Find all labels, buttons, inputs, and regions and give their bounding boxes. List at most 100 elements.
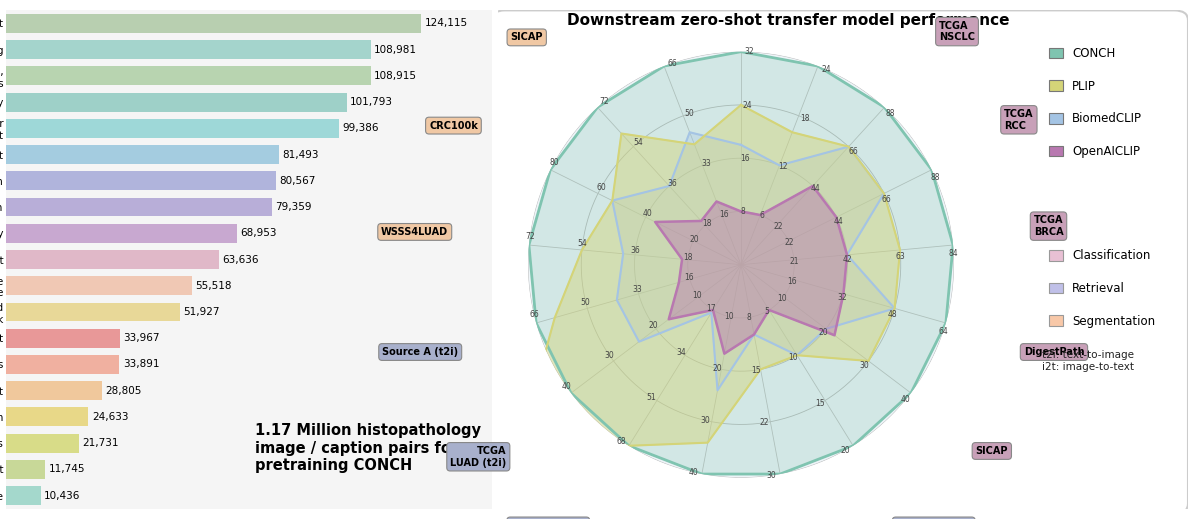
Text: 33: 33 — [632, 285, 642, 294]
Text: 12: 12 — [779, 162, 788, 171]
Text: 28,805: 28,805 — [106, 386, 142, 395]
Legend: Retrieval: Retrieval — [1044, 277, 1130, 300]
Text: SICAP: SICAP — [976, 446, 1008, 456]
Text: CRC100k: CRC100k — [430, 120, 478, 131]
Text: 18: 18 — [684, 253, 692, 262]
Text: 20: 20 — [649, 321, 659, 330]
Text: 50: 50 — [581, 298, 590, 307]
Bar — [6, 224, 236, 243]
Text: 20: 20 — [818, 327, 828, 337]
Bar — [6, 460, 46, 479]
Text: 10: 10 — [778, 294, 787, 303]
Text: 54: 54 — [634, 138, 643, 147]
Text: DigestPath: DigestPath — [1024, 347, 1085, 357]
Text: 50: 50 — [684, 109, 694, 118]
Bar — [6, 119, 338, 138]
Text: WSSS4LUAD: WSSS4LUAD — [382, 227, 449, 237]
Text: 33,891: 33,891 — [122, 359, 160, 370]
Bar — [6, 66, 371, 86]
Text: 16: 16 — [719, 210, 728, 219]
Text: 68: 68 — [617, 436, 626, 446]
Text: 63,636: 63,636 — [222, 254, 259, 265]
Text: 40: 40 — [689, 468, 698, 477]
Text: 108,915: 108,915 — [374, 71, 416, 81]
Text: 36: 36 — [630, 246, 641, 255]
Text: 8: 8 — [740, 207, 745, 216]
Text: 48: 48 — [888, 310, 898, 319]
Bar — [6, 93, 347, 112]
Bar — [6, 381, 102, 400]
Text: 11,745: 11,745 — [49, 465, 85, 474]
Text: 18: 18 — [800, 114, 809, 122]
Text: 40: 40 — [901, 395, 911, 404]
Bar — [6, 329, 120, 348]
Text: 32: 32 — [838, 293, 847, 303]
Text: 72: 72 — [599, 97, 608, 106]
Text: 30: 30 — [701, 416, 710, 425]
Text: Source A (t2i): Source A (t2i) — [382, 347, 458, 357]
Text: 17: 17 — [707, 304, 716, 313]
Text: 72: 72 — [526, 232, 535, 241]
Text: 66: 66 — [667, 59, 677, 67]
Legend: CONCH: CONCH — [1044, 42, 1121, 65]
Polygon shape — [612, 132, 895, 390]
Text: 16: 16 — [684, 272, 694, 282]
Text: 54: 54 — [577, 239, 588, 248]
Text: 42: 42 — [842, 255, 852, 264]
Text: 33: 33 — [702, 159, 712, 169]
Text: 66: 66 — [882, 195, 892, 204]
Text: 21,731: 21,731 — [82, 438, 119, 448]
Bar — [6, 171, 276, 190]
Text: 20: 20 — [690, 235, 700, 243]
Text: 15: 15 — [815, 399, 824, 408]
Text: TCGA
NSCLC: TCGA NSCLC — [940, 21, 976, 43]
Text: t2i: text-to-image
i2t: image-to-text: t2i: text-to-image i2t: image-to-text — [1042, 350, 1134, 372]
Bar — [6, 303, 180, 321]
Text: 10: 10 — [788, 353, 798, 362]
Bar — [6, 250, 218, 269]
Text: 66: 66 — [529, 310, 539, 319]
Text: 6: 6 — [760, 211, 764, 221]
Text: TCGA
LUAD (t2i): TCGA LUAD (t2i) — [450, 446, 506, 468]
Text: 88: 88 — [930, 173, 940, 182]
Text: 79,359: 79,359 — [275, 202, 312, 212]
Text: 22: 22 — [785, 238, 794, 248]
Text: 63: 63 — [895, 252, 906, 261]
Text: 108,981: 108,981 — [374, 45, 418, 54]
Text: 24: 24 — [821, 65, 830, 74]
Text: Downstream zero-shot transfer model performance: Downstream zero-shot transfer model perf… — [566, 13, 1009, 28]
Text: 84: 84 — [949, 249, 959, 258]
Text: 30: 30 — [859, 361, 870, 371]
Bar — [6, 355, 120, 374]
Text: 10,436: 10,436 — [44, 490, 80, 500]
Text: TCGA
RCC: TCGA RCC — [1004, 109, 1033, 131]
Text: 124,115: 124,115 — [425, 19, 468, 29]
Text: 20: 20 — [841, 446, 851, 455]
Bar — [6, 433, 79, 453]
Text: 66: 66 — [848, 146, 858, 156]
Text: 51: 51 — [647, 392, 656, 402]
Text: TCGA
BRCA: TCGA BRCA — [1033, 215, 1063, 237]
Text: 68,953: 68,953 — [240, 228, 276, 238]
Polygon shape — [529, 52, 953, 474]
Text: 30: 30 — [605, 351, 614, 360]
Text: 64: 64 — [938, 326, 948, 336]
Text: 16: 16 — [740, 154, 750, 163]
Text: 24,633: 24,633 — [91, 412, 128, 422]
Text: 1.17 Million histopathology
image / caption pairs for
pretraining CONCH: 1.17 Million histopathology image / capt… — [256, 424, 481, 473]
Bar — [6, 407, 89, 426]
Text: SICAP: SICAP — [510, 32, 542, 43]
Text: 10: 10 — [692, 291, 702, 299]
Bar — [6, 198, 271, 216]
Text: 36: 36 — [667, 179, 677, 188]
Polygon shape — [655, 186, 847, 353]
Bar — [6, 276, 192, 295]
Text: 81,493: 81,493 — [282, 149, 318, 160]
Text: 24: 24 — [743, 101, 752, 110]
Text: 80: 80 — [550, 158, 559, 167]
Legend: PLIP: PLIP — [1044, 75, 1100, 98]
Text: 99,386: 99,386 — [342, 124, 378, 133]
FancyBboxPatch shape — [491, 10, 1188, 514]
Text: 80,567: 80,567 — [278, 176, 316, 186]
Text: 33,967: 33,967 — [124, 333, 160, 343]
